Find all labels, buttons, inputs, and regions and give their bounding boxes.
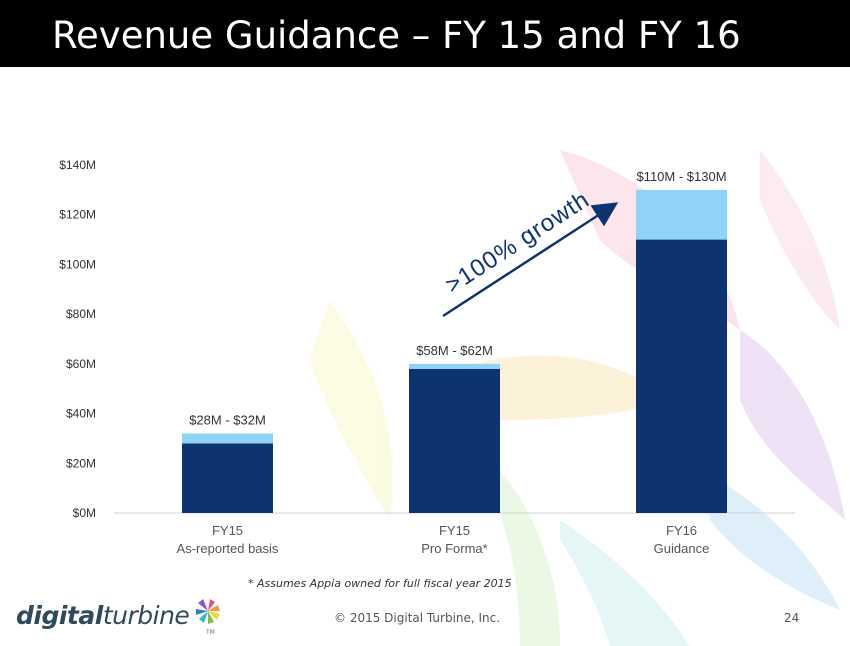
footnote: * Assumes Appia owned for full fiscal ye… (248, 577, 512, 590)
logo-text: digitalturbine (16, 601, 190, 630)
x-tick-label: FY15 (439, 523, 470, 538)
x-tick-label: FY15 (212, 523, 243, 538)
digital-turbine-logo: digitalturbine TM (16, 597, 226, 637)
y-tick-label: $80M (66, 307, 96, 321)
bar-range (409, 363, 500, 369)
bar-low (182, 443, 273, 513)
data-label: $28M - $32M (189, 412, 266, 427)
y-tick-label: $60M (66, 357, 96, 371)
title-bar: Revenue Guidance – FY 15 and FY 16 (0, 0, 850, 67)
x-tick-sublabel: Guidance (654, 541, 710, 556)
y-tick-label: $20M (66, 456, 96, 470)
y-tick-label: $100M (59, 257, 96, 271)
bar-range (182, 433, 273, 444)
x-tick-sublabel: As-reported basis (177, 541, 279, 556)
growth-arrow (442, 202, 619, 318)
data-label: $58M - $62M (416, 343, 493, 358)
y-tick-label: $140M (59, 158, 96, 172)
bar-range (636, 189, 727, 240)
x-tick-sublabel: Pro Forma* (421, 541, 487, 556)
page-number: 24 (784, 611, 800, 625)
copyright: © 2015 Digital Turbine, Inc. (334, 611, 501, 625)
growth-annotation: >100% growth (441, 186, 595, 299)
trademark-mark: TM (205, 629, 215, 636)
y-tick-label: $120M (59, 208, 96, 222)
bar-low (409, 368, 500, 513)
data-label: $110M - $130M (636, 169, 726, 184)
logo-word-turbine: turbine (102, 601, 190, 630)
y-tick-label: $40M (66, 407, 96, 421)
y-tick-label: $0M (73, 506, 96, 520)
pinwheel-icon: TM (196, 599, 220, 636)
x-tick-label: FY16 (666, 523, 697, 538)
bar-low (636, 239, 727, 514)
page-title: Revenue Guidance – FY 15 and FY 16 (52, 14, 741, 57)
logo-word-digital: digital (16, 601, 103, 630)
